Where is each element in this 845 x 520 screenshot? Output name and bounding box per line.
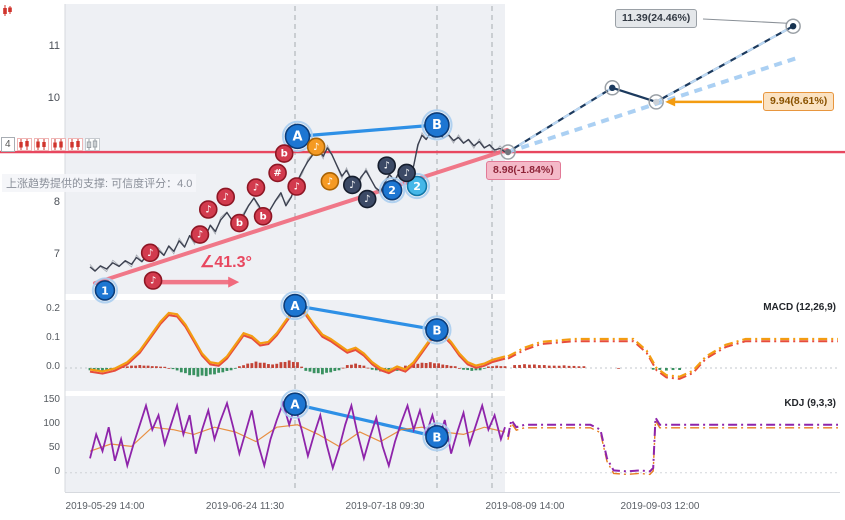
marker-♪[interactable]: ♪ [357, 189, 377, 209]
svg-text:2: 2 [388, 184, 396, 197]
x-axis-label: 2019-05-29 14:00 [65, 501, 145, 512]
svg-text:♪: ♪ [147, 248, 153, 259]
bearish-pattern-icon[interactable] [33, 138, 49, 151]
svg-text:♪: ♪ [223, 192, 229, 203]
svg-text:#: # [273, 168, 281, 179]
marker-1[interactable]: 1 [91, 277, 119, 304]
ab-connector [293, 304, 439, 332]
x-axis-label: 2019-08-09 14:00 [485, 501, 565, 512]
marker-♪[interactable]: ♪ [143, 271, 163, 290]
svg-text:A: A [290, 299, 300, 313]
marker-#[interactable]: # [268, 163, 287, 183]
x-axis-label: 2019-09-03 12:00 [620, 501, 700, 512]
forecast-point-ring [604, 80, 621, 96]
pattern-count-badge: 4 [1, 137, 15, 152]
price-tag-now: 8.98(-1.84%) [486, 161, 561, 181]
svg-text:b: b [259, 211, 266, 222]
forecast-dashed-line [507, 55, 801, 154]
marker-♪[interactable]: ♪ [342, 175, 362, 195]
support-trendline [92, 147, 510, 286]
svg-text:♪: ♪ [293, 182, 299, 193]
svg-text:B: B [432, 430, 441, 444]
marker-A[interactable]: A [280, 389, 310, 419]
forecast-point-ring [648, 94, 664, 110]
marker-♪[interactable]: ♪ [377, 156, 397, 175]
forecast-point-ring [785, 18, 801, 34]
svg-text:1: 1 [101, 284, 109, 297]
marker-♪[interactable]: ♪ [306, 137, 326, 157]
marker-♪[interactable]: ♪ [190, 225, 210, 244]
price-ytick: 8 [53, 196, 60, 208]
svg-text:♪: ♪ [205, 204, 211, 215]
macd-ytick: 0.0 [46, 361, 60, 372]
forecast-point-ring [500, 144, 516, 160]
macd-ytick: 0.1 [46, 332, 60, 343]
svg-text:b: b [281, 149, 288, 160]
kdj-ytick: 100 [43, 418, 60, 429]
bearish-pattern-icon[interactable] [50, 138, 66, 151]
neutral-pattern-icon[interactable] [84, 138, 100, 151]
svg-text:♪: ♪ [313, 142, 319, 153]
macd-forecast-line [507, 337, 838, 378]
trend-angle-label: ∠41.3° [200, 254, 252, 271]
svg-text:B: B [432, 323, 441, 337]
price-ytick: 10 [47, 92, 60, 104]
svg-text:2: 2 [413, 180, 421, 193]
marker-B[interactable]: B [421, 109, 453, 141]
svg-text:b: b [236, 218, 243, 229]
price-tag-high: 11.39(24.46%) [615, 9, 698, 29]
price-tag-mid: 9.94(8.61%) [763, 92, 835, 112]
marker-B[interactable]: B [422, 422, 452, 452]
svg-text:A: A [292, 129, 302, 144]
marker-b[interactable]: b [274, 144, 294, 163]
marker-A[interactable]: A [280, 291, 310, 321]
svg-text:♪: ♪ [384, 161, 390, 172]
price-ytick: 11 [48, 40, 60, 52]
price-ytick: 7 [53, 248, 60, 260]
svg-text:♪: ♪ [364, 194, 370, 205]
support-confidence-note: 上涨趋势提供的支撑: 可信度评分：4.0 [2, 174, 197, 192]
marker-b[interactable]: b [230, 213, 249, 233]
marker-2[interactable]: 2 [403, 172, 431, 200]
kdj-ytick: 0 [54, 466, 60, 477]
x-axis-label: 2019-07-18 09:30 [345, 501, 425, 512]
macd-ytick: 0.2 [46, 303, 60, 314]
kdj-panel-title: KDJ (9,3,3) [784, 398, 836, 409]
svg-text:B: B [432, 118, 442, 133]
marker-♪[interactable]: ♪ [198, 200, 218, 219]
kdj-ytick: 50 [48, 442, 60, 453]
svg-text:A: A [290, 398, 300, 412]
pattern-badges-row: 4 [1, 137, 100, 152]
marker-2[interactable]: 2 [379, 177, 406, 204]
svg-text:♪: ♪ [253, 183, 259, 194]
x-axis-label: 2019-06-24 11:30 [205, 501, 285, 512]
kdj-forecast-line [507, 414, 838, 473]
marker-♪[interactable]: ♪ [287, 177, 306, 196]
ab-connector [295, 123, 439, 138]
svg-text:♪: ♪ [150, 276, 156, 287]
marker-B[interactable]: B [422, 315, 452, 345]
marker-♪[interactable]: ♪ [397, 163, 416, 183]
marker-b[interactable]: b [253, 206, 273, 226]
marker-♪[interactable]: ♪ [140, 243, 160, 263]
bearish-pattern-icon[interactable] [16, 138, 32, 151]
marker-♪[interactable]: ♪ [216, 187, 236, 207]
svg-text:♪: ♪ [197, 230, 203, 241]
marker-♪[interactable]: ♪ [320, 171, 340, 191]
bearish-pattern-icon[interactable] [67, 138, 83, 151]
macd-panel-title: MACD (12,26,9) [763, 302, 836, 313]
forecast-navy-line [507, 25, 794, 153]
kdj-ytick: 150 [43, 394, 60, 405]
marker-A[interactable]: A [281, 120, 314, 152]
svg-text:♪: ♪ [327, 176, 333, 187]
svg-text:♪: ♪ [349, 180, 355, 191]
marker-♪[interactable]: ♪ [246, 178, 266, 197]
svg-text:♪: ♪ [403, 168, 409, 179]
mini-candles-icon [2, 3, 13, 21]
